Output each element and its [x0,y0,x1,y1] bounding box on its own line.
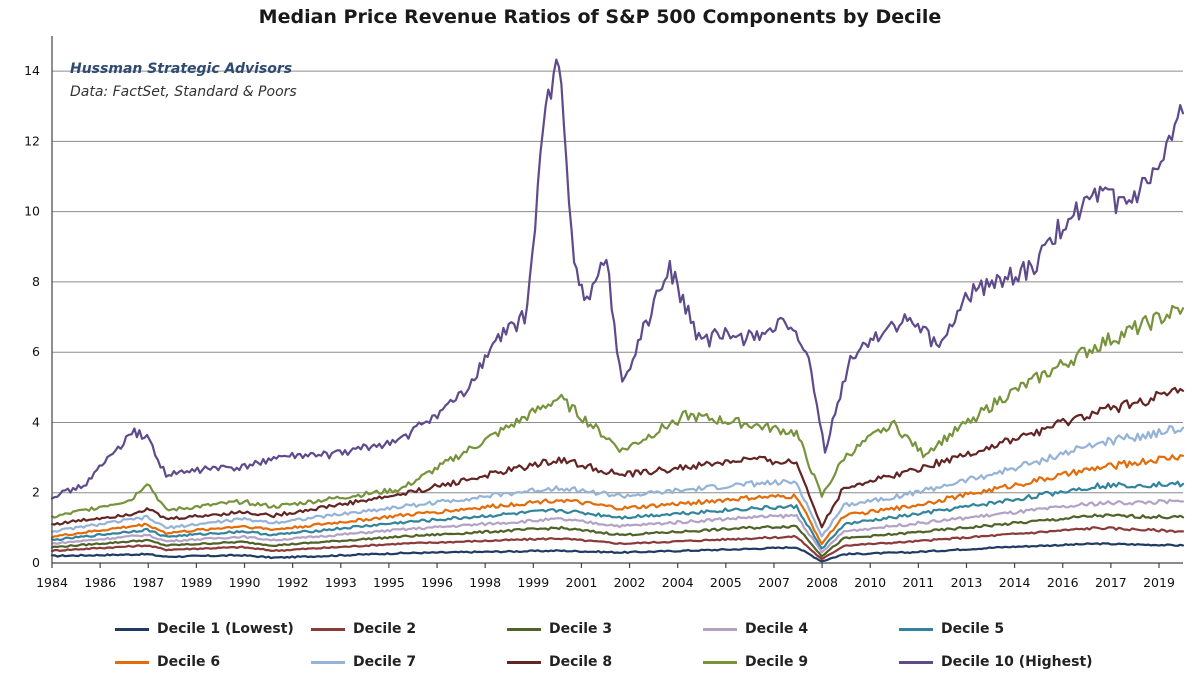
series-line-decile-8 [50,386,1185,529]
y-tick-label: 10 [24,204,40,219]
legend-swatch [311,660,345,664]
series-line-decile-5 [50,480,1185,550]
y-tick-label: 6 [32,344,40,359]
series-layer [50,58,1185,563]
legend-label: Decile 3 [549,621,613,637]
legend-swatch [507,660,541,664]
legend-item: Decile 6 [115,651,220,673]
legend-item: Decile 5 [899,618,1004,640]
legend-label: Decile 10 (Highest) [941,654,1093,670]
legend-swatch [311,627,345,631]
x-tick-label: 2014 [999,575,1031,590]
legend-swatch [507,627,541,631]
legend-item: Decile 3 [507,618,612,640]
x-tick-label: 2011 [902,575,934,590]
legend-swatch [115,627,149,631]
y-tick-label: 14 [24,63,40,78]
legend-label: Decile 4 [745,621,809,637]
legend-item: Decile 10 (Highest) [899,651,1093,673]
legend-swatch [899,627,933,631]
legend-swatch [703,660,737,664]
source-line-1: Hussman Strategic Advisors [70,61,292,77]
x-tick-label: 1989 [180,575,212,590]
legend-swatch [703,627,737,631]
legend-item: Decile 1 (Lowest) [115,618,294,640]
legend-label: Decile 5 [941,621,1005,637]
chart-legend: Decile 1 (Lowest) Decile 2 Decile 3 Decile … [100,618,1160,678]
series-line-decile-6 [50,454,1185,546]
series-line-decile-1 [50,542,1185,563]
x-tick-label: 2010 [854,575,886,590]
x-tick-label: 1990 [229,575,261,590]
x-tick-label: 1998 [469,575,501,590]
legend-label: Decile 6 [157,654,221,670]
series-line-decile-3 [50,513,1185,558]
x-tick-label: 2016 [1047,575,1079,590]
legend-swatch [899,660,933,664]
x-tick-label: 1996 [421,575,453,590]
series-line-decile-9 [50,304,1185,519]
x-tick-label: 1987 [132,575,164,590]
x-tick-label: 2002 [614,575,646,590]
x-tick-label: 2008 [806,575,838,590]
legend-label: Decile 8 [549,654,613,670]
y-tick-label: 12 [24,133,40,148]
x-tick-label: 2007 [758,575,790,590]
legend-item: Decile 2 [311,618,416,640]
x-tick-label: 1992 [277,575,309,590]
legend-item: Decile 9 [703,651,808,673]
legend-item: Decile 7 [311,651,416,673]
y-tick-label: 2 [32,485,40,500]
x-tick-label: 1984 [36,575,68,590]
x-tick-label: 2019 [1143,575,1175,590]
x-tick-label: 1995 [373,575,405,590]
x-tick-label: 1986 [84,575,116,590]
x-tick-label: 1993 [325,575,357,590]
legend-item: Decile 4 [703,618,808,640]
legend-label: Decile 9 [745,654,809,670]
x-tick-label: 2013 [951,575,983,590]
legend-label: Decile 7 [353,654,417,670]
y-tick-label: 0 [32,555,40,570]
y-tick-label: 4 [32,414,40,429]
x-tick-label: 2004 [662,575,694,590]
legend-label: Decile 1 (Lowest) [157,621,294,637]
chart-title: Median Price Revenue Ratios of S&P 500 C… [258,6,942,28]
series-line-decile-10 [50,58,1185,500]
legend-swatch [115,660,149,664]
y-tick-label: 8 [32,274,40,289]
axis-layer: 0 2 4 6 8 10 12 14 1984 1986 1987 1989 1990 1992 1993 1… [24,36,1183,590]
x-tick-label: 2005 [710,575,742,590]
series-line-decile-4 [50,498,1185,554]
x-tick-label: 2001 [566,575,598,590]
legend-label: Decile 2 [353,621,417,637]
x-tick-label: 2017 [1095,575,1127,590]
x-tick-label: 1999 [517,575,549,590]
series-line-decile-7 [50,425,1185,538]
source-line-2: Data: FactSet, Standard & Poors [70,84,297,100]
series-line-decile-2 [50,526,1185,561]
legend-item: Decile 8 [507,651,612,673]
